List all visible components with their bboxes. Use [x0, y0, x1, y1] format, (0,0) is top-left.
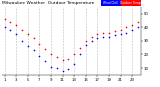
Text: Outdoor Temp: Outdoor Temp	[120, 1, 141, 5]
Text: Milwaukee Weather  Outdoor Temperature: Milwaukee Weather Outdoor Temperature	[2, 1, 94, 5]
Text: Wind Chill: Wind Chill	[103, 1, 118, 5]
